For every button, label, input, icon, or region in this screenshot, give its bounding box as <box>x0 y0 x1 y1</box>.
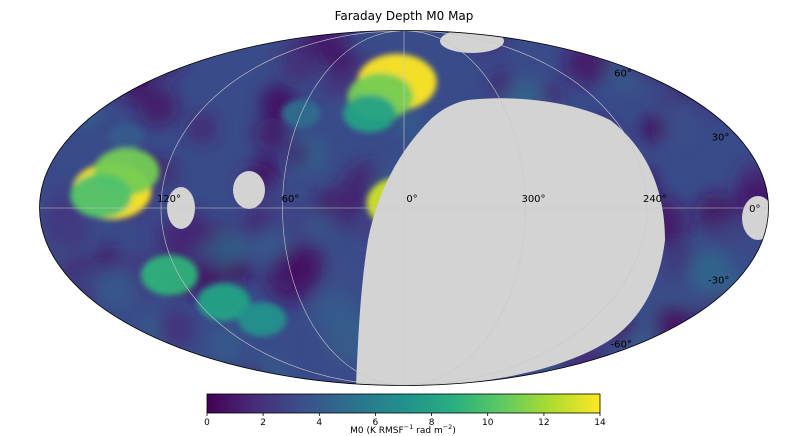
texture-blob <box>153 217 201 264</box>
bright-region <box>108 123 144 149</box>
texture-blob <box>39 336 62 380</box>
texture-blob <box>282 242 326 286</box>
sky-map <box>39 30 769 386</box>
bright-region <box>70 173 132 218</box>
texture-blob <box>710 37 743 69</box>
longitude-tick-label: 60° <box>282 194 300 205</box>
longitude-tick-label: 300° <box>521 194 545 205</box>
texture-blob <box>145 40 184 79</box>
texture-blob <box>718 355 747 385</box>
bright-region <box>197 283 251 322</box>
texture-blob <box>640 115 667 143</box>
texture-blob <box>654 87 679 112</box>
texture-blob <box>55 68 79 92</box>
texture-blob <box>69 287 92 311</box>
colorbar-tick-label: 4 <box>316 418 322 428</box>
texture-blob <box>91 39 119 67</box>
texture-blob <box>688 249 731 292</box>
texture-blob <box>206 326 243 363</box>
texture-blob <box>590 359 612 381</box>
texture-blob <box>39 366 66 386</box>
meridian-line <box>403 30 526 386</box>
masked-patch-4 <box>742 196 769 240</box>
latitude-labels: 60° 30° 0° -30° -60° <box>611 69 761 351</box>
latitude-tick-label: 0° <box>749 204 760 215</box>
colorbar: 0 2 4 6 8 10 12 14 M0 (K RMSF−1 rad m−2) <box>204 393 606 436</box>
longitude-tick-label: 240° <box>643 194 667 205</box>
longitude-tick-label: 120° <box>157 194 181 205</box>
texture-blob <box>189 244 210 266</box>
texture-blob <box>50 79 79 108</box>
texture-blob <box>254 117 289 152</box>
texture-blob <box>124 59 154 88</box>
masked-region-large <box>356 98 665 386</box>
latitude-tick-label: -60° <box>611 339 632 350</box>
colorbar-tick-label: 12 <box>538 418 549 428</box>
masked-patch-1 <box>233 171 265 209</box>
texture-blob <box>251 225 290 264</box>
texture-blob <box>688 320 738 370</box>
texture-blob <box>99 269 139 308</box>
latitude-tick-label: 30° <box>712 132 730 143</box>
texture-blob <box>651 336 679 364</box>
texture-blob <box>312 289 359 336</box>
texture-blob <box>711 220 739 249</box>
colorbar-tick-label: 0 <box>204 418 210 428</box>
longitude-labels: 120° 60° 0° 300° 240° <box>157 194 667 205</box>
texture-blob <box>702 30 723 43</box>
texture-blob <box>540 83 562 105</box>
colorbar-tick-label: 10 <box>482 418 494 428</box>
texture-blob <box>489 70 514 96</box>
texture-blob <box>40 308 82 351</box>
texture-blob <box>39 202 90 253</box>
texture-blob <box>206 230 245 269</box>
meridian-line <box>403 30 648 386</box>
texture-blob <box>286 142 311 166</box>
longitude-tick-label: 0° <box>406 194 417 205</box>
bright-region <box>343 95 397 133</box>
bright-region <box>141 254 199 296</box>
texture-blob <box>713 326 740 354</box>
meridian-line <box>282 30 405 386</box>
colorbar-tick-label: 14 <box>594 418 606 428</box>
texture-blob <box>228 259 253 284</box>
texture-blob <box>564 40 610 86</box>
texture-blob <box>618 30 660 71</box>
texture-blob <box>39 30 57 48</box>
bright-region <box>238 302 287 337</box>
texture-blob <box>661 111 695 145</box>
meridian-line <box>160 30 405 386</box>
masked-patch-3 <box>440 30 504 53</box>
texture-blob <box>656 308 708 360</box>
map-outline <box>39 30 769 386</box>
texture-blob <box>95 244 119 269</box>
texture-blob <box>669 340 722 386</box>
texture-blob <box>736 74 761 99</box>
colorbar-tick-label: 8 <box>429 418 435 428</box>
texture-blob <box>305 206 338 239</box>
texture-blob <box>137 85 178 126</box>
texture-blob <box>668 49 718 99</box>
texture-blob <box>331 253 366 288</box>
colorbar-ticks: 0 2 4 6 8 10 12 14 <box>204 413 606 428</box>
chart-title: Faraday Depth M0 Map <box>335 9 474 23</box>
latitude-tick-label: 60° <box>614 69 632 80</box>
texture-blob <box>67 30 89 44</box>
colorbar-label: M0 (K RMSF−1 rad m−2) <box>350 423 456 436</box>
texture-blob <box>155 309 194 348</box>
graticule <box>39 30 769 386</box>
colorbar-gradient <box>206 393 601 414</box>
texture-blob <box>301 30 347 60</box>
texture-blob <box>727 299 759 332</box>
latitude-tick-label: -30° <box>708 276 729 287</box>
colorbar-tick-label: 6 <box>373 418 379 428</box>
texture-blob <box>652 366 686 386</box>
texture-blob <box>186 113 217 144</box>
colorbar-tick-label: 2 <box>260 418 266 428</box>
